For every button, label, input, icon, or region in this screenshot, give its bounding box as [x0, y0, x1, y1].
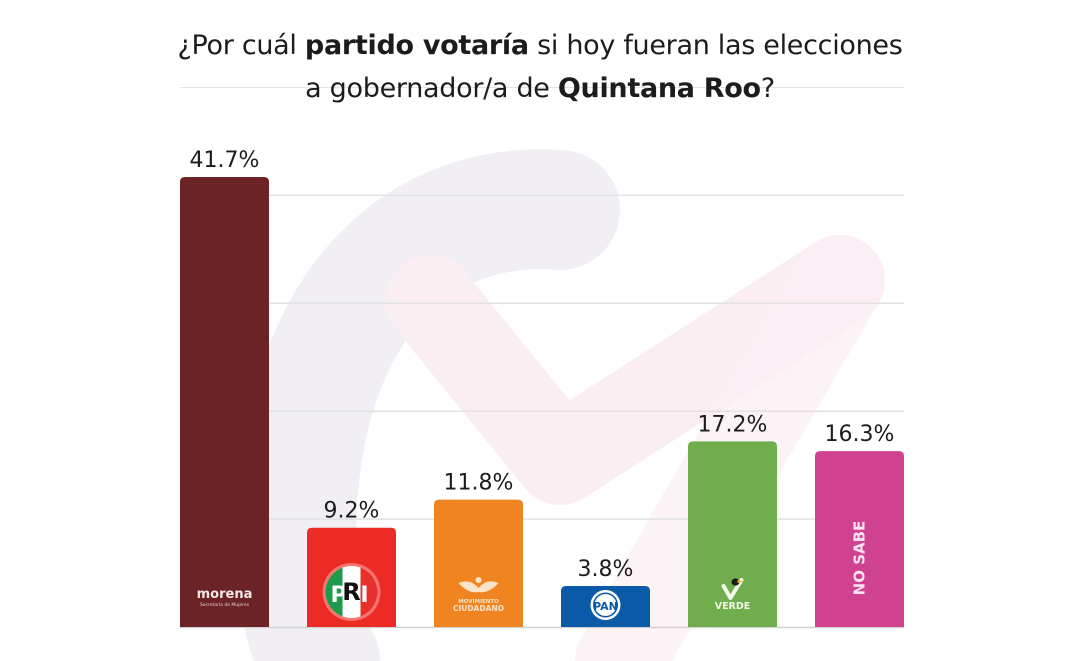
pri-red [360, 566, 378, 618]
pri-letter-r: R [342, 578, 360, 606]
value-label: 17.2% [698, 412, 768, 437]
title-line1-segment-bold: partido votaría [304, 30, 529, 61]
mc-word-2: CIUDADANO [453, 604, 504, 613]
pri-green [325, 566, 343, 618]
pri-letter-p: P [330, 583, 346, 608]
morena-subtitle: Secretaría de Mujeres [200, 601, 250, 608]
bar-verde [688, 441, 777, 627]
value-label: 3.8% [578, 557, 634, 582]
morena-wordmark: morena [197, 587, 253, 602]
nosabe-logo: NO SABE [851, 521, 869, 596]
watermark-check [385, 235, 885, 505]
pan-disc [594, 594, 617, 616]
value-label: 16.3% [825, 422, 895, 447]
verde-check-icon [721, 578, 744, 600]
pan-logo: PAN [590, 590, 621, 620]
chart-title-line-1: ¿Por cuál partido votaría si hoy fueran … [0, 30, 1080, 61]
bar-no-sabe [815, 451, 904, 627]
mc-eagle-head [475, 577, 482, 583]
gridlines [180, 194, 904, 629]
mc-word-1: MOVIMIENTO [458, 599, 499, 605]
pan-text: PAN [593, 600, 618, 613]
watermark-arc [236, 149, 620, 661]
value-label: 41.7% [190, 148, 260, 173]
title-line1-segment: si hoy fueran las elecciones [528, 30, 903, 61]
pri-logo: PR I [322, 563, 381, 621]
title-divider [180, 87, 904, 88]
value-labels: 41.7% 9.2% 11.8% 3.8% 17.2% 16.3% [190, 148, 895, 582]
verde-wordmark: VERDE [715, 601, 751, 612]
title-line1-segment: ¿Por cuál [177, 30, 305, 61]
pri-letter-i: I [360, 583, 368, 608]
toucan-beak [737, 580, 744, 583]
verde-logo: VERDE [715, 578, 751, 612]
value-label: 11.8% [444, 471, 514, 496]
value-label: 9.2% [324, 499, 380, 524]
bar-movimiento-ciudadano [434, 499, 523, 627]
mc-eagle-icon [458, 581, 499, 593]
no-sabe-label: NO SABE [851, 521, 869, 596]
bar-morena [180, 177, 269, 627]
